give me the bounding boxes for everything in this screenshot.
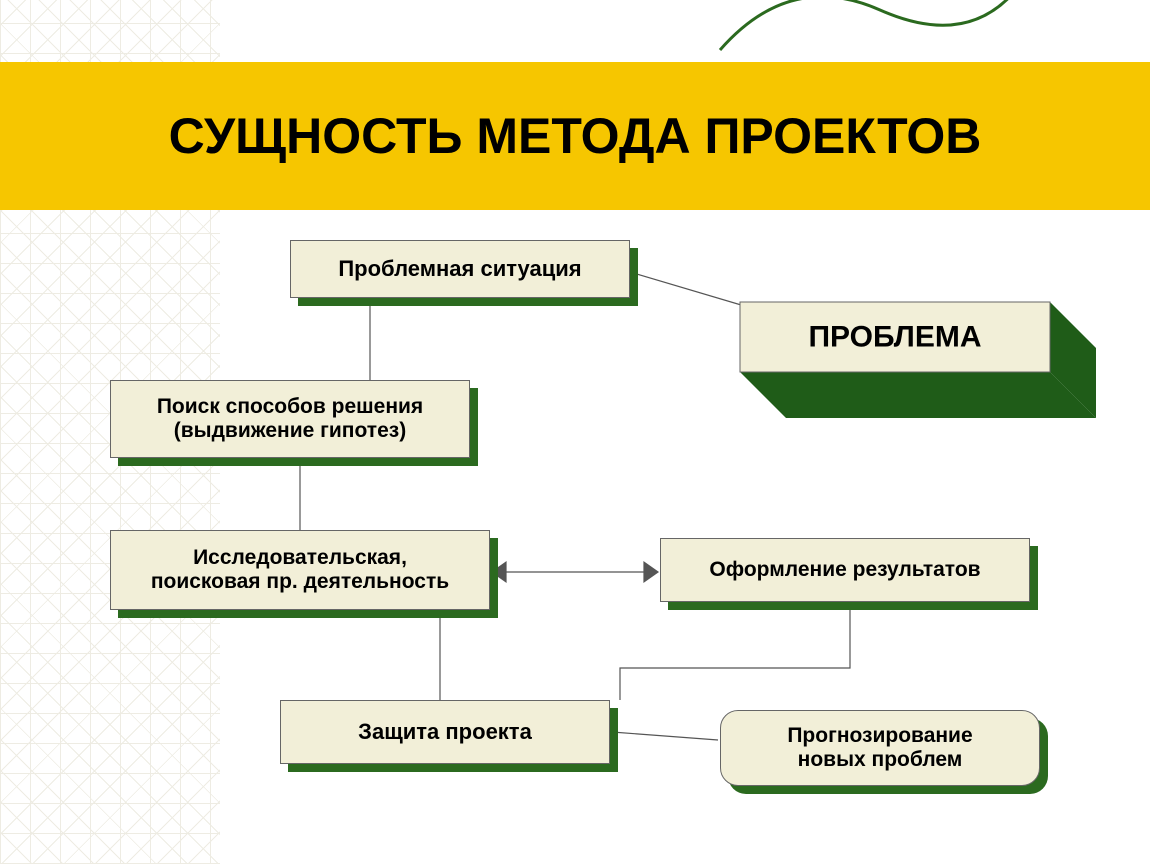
node-research-label: Исследовательская, поисковая пр. деятель… — [110, 530, 490, 610]
node-problem: ПРОБЛЕМА — [738, 300, 1098, 420]
title-band: СУЩНОСТЬ МЕТОДА ПРОЕКТОВ — [0, 62, 1150, 210]
node-forecast: Прогнозирование новых проблем — [720, 710, 1040, 786]
node-forecast-label: Прогнозирование новых проблем — [720, 710, 1040, 786]
page-title: СУЩНОСТЬ МЕТОДА ПРОЕКТОВ — [169, 106, 982, 166]
node-search-label: Поиск способов решения (выдвижение гипот… — [110, 380, 470, 458]
node-defense: Защита проекта — [280, 700, 610, 764]
node-situation: Проблемная ситуация — [290, 240, 630, 298]
svg-text:ПРОБЛЕМА: ПРОБЛЕМА — [808, 321, 981, 354]
node-situation-label: Проблемная ситуация — [290, 240, 630, 298]
node-search: Поиск способов решения (выдвижение гипот… — [110, 380, 470, 458]
node-research: Исследовательская, поисковая пр. деятель… — [110, 530, 490, 610]
node-results-label: Оформление результатов — [660, 538, 1030, 602]
node-results: Оформление результатов — [660, 538, 1030, 602]
node-defense-label: Защита проекта — [280, 700, 610, 764]
